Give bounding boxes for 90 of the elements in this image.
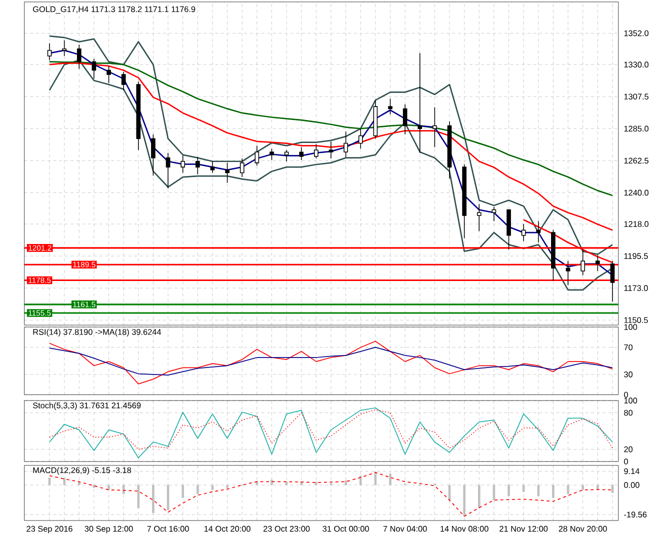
candlestick — [136, 81, 141, 150]
candlestick — [344, 131, 348, 158]
bar — [196, 485, 199, 494]
y-tick-label: 1150.5 — [624, 317, 648, 324]
candlestick — [121, 71, 126, 91]
x-tick-label: 21 Nov 12:00 — [500, 526, 548, 532]
y-tick-label: 30 — [624, 372, 633, 378]
bar — [344, 480, 347, 486]
candlestick — [284, 150, 289, 162]
y-tick-label: 0.00 — [624, 482, 640, 488]
candlestick — [566, 260, 570, 286]
candlestick — [373, 100, 378, 140]
candlestick — [254, 145, 260, 166]
x-tick-label: 28 Nov 20:00 — [558, 526, 607, 532]
candlestick — [180, 155, 186, 174]
bar — [63, 478, 66, 486]
y-tick-label: 100 — [624, 324, 638, 330]
x-tick-label: 14 Oct 20:00 — [204, 526, 250, 532]
candlestick — [299, 146, 304, 160]
y-tick-label: 0 — [624, 458, 628, 465]
y-tick-label: 1240.0 — [624, 190, 648, 196]
chart-title: RSI(14) 37.8190 ->MA(18) 39.6244 — [33, 328, 162, 337]
candlestick — [551, 229, 556, 282]
bar — [108, 485, 110, 490]
candlestick — [521, 224, 526, 242]
candlestick — [210, 161, 215, 174]
candlestick — [328, 141, 334, 160]
y-tick-label: 0 — [624, 392, 628, 398]
candlestick — [92, 58, 96, 80]
y-tick-label: 1262.5 — [624, 158, 648, 164]
candlestick — [402, 104, 408, 135]
candlestick — [151, 134, 156, 176]
candlestick — [240, 158, 244, 178]
candlestick — [580, 249, 586, 276]
y-tick-label: 1173.0 — [624, 285, 648, 292]
line-series — [48, 61, 614, 196]
bar — [270, 480, 273, 486]
candlestick — [358, 128, 363, 150]
bar — [552, 485, 554, 498]
bar — [537, 485, 540, 496]
x-tick-label: 23 Oct 23:00 — [264, 526, 310, 532]
bar — [596, 485, 599, 490]
candlestick — [166, 152, 170, 189]
chart-title: Stoch(5,3,3) 31.7631 21.4569 — [32, 402, 141, 410]
x-tick-label: 30 Sep 12:00 — [84, 526, 133, 534]
bar — [315, 482, 318, 486]
x-tick-label: 7 Nov 04:00 — [383, 526, 427, 532]
candlestick — [536, 220, 541, 244]
x-tick-label: 31 Oct 00:00 — [322, 526, 369, 532]
x-tick-label: 7 Oct 16:00 — [147, 526, 189, 532]
candlestick — [418, 52, 422, 154]
candlestick — [506, 209, 511, 250]
y-tick-label: 1218.0 — [624, 221, 648, 228]
candlestick — [47, 42, 52, 61]
y-tick-label: 1307.5 — [624, 94, 648, 100]
candlestick — [76, 44, 82, 70]
y-tick-label: 70 — [624, 344, 633, 350]
bar — [359, 476, 362, 486]
candlestick — [492, 206, 496, 222]
candlestick — [447, 121, 452, 179]
bar — [78, 482, 80, 486]
bar — [582, 485, 584, 490]
bar — [137, 485, 140, 508]
x-tick-label: 14 Nov 08:00 — [440, 526, 488, 532]
chart-title: MACD(12,26,9) -5.15 -3.18 — [33, 467, 132, 475]
y-tick-label: 80 — [624, 410, 633, 416]
chart-title: GOLD_G17,H4 1171.3 1178.2 1171.1 1176.9 — [33, 6, 196, 14]
bar — [226, 485, 228, 488]
bar — [508, 485, 510, 496]
y-tick-label: 20 — [624, 446, 633, 452]
bar — [478, 485, 480, 508]
y-tick-label: 1285.0 — [624, 126, 648, 132]
candlestick — [106, 66, 111, 84]
bar — [122, 485, 125, 494]
bar — [300, 482, 303, 486]
y-tick-label: 9.14 — [624, 468, 640, 474]
bar — [182, 485, 184, 498]
candlestick — [462, 164, 466, 239]
y-tick-label: 100 — [624, 398, 638, 404]
y-tick-label: 1330.0 — [624, 62, 648, 68]
candlestick — [595, 255, 600, 272]
candlestick — [314, 144, 318, 160]
y-tick-label: 1352.0 — [624, 30, 648, 36]
candlestick — [196, 156, 200, 175]
candlestick — [610, 260, 615, 302]
bar — [389, 474, 392, 486]
y-tick-label: -19.56 — [624, 512, 647, 518]
candlestick — [270, 148, 274, 160]
x-tick-label: 23 Sep 2016 — [26, 526, 72, 534]
y-tick-label: 1195.5 — [624, 253, 648, 260]
